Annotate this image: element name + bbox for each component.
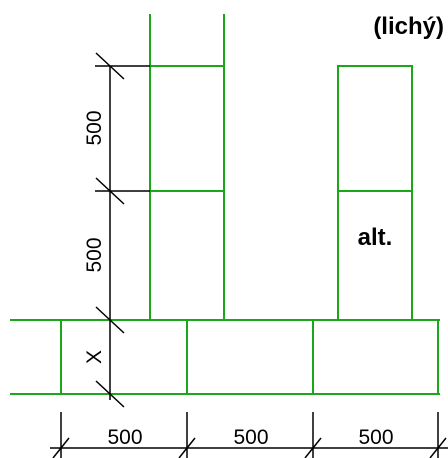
tick-mark-h3: [304, 437, 322, 458]
tick-mark-h1: [52, 437, 70, 458]
vertical-dimension: [95, 52, 150, 408]
horizontal-dimension-label-1: 500: [107, 426, 142, 449]
horizontal-dimension: [50, 412, 448, 458]
tick-mark-h2: [178, 437, 196, 458]
horizontal-dimension-label-3: 500: [358, 426, 393, 449]
tick-mark-base-bottom: [95, 380, 125, 408]
vertical-dimension-upper-label: 500: [83, 110, 106, 145]
tick-mark-top: [95, 52, 125, 80]
right-column-outline: [337, 65, 413, 321]
tick-mark-h4: [429, 437, 447, 458]
tick-mark-middle: [95, 177, 125, 205]
alternative-label: alt.: [358, 224, 393, 251]
tick-mark-base-top: [95, 306, 125, 334]
title-label: (lichý): [373, 13, 444, 40]
vertical-dimension-base-label: X: [83, 350, 106, 364]
horizontal-dimension-label-2: 500: [233, 426, 268, 449]
vertical-dimension-lower-label: 500: [83, 237, 106, 272]
block-outlines: [10, 14, 440, 395]
